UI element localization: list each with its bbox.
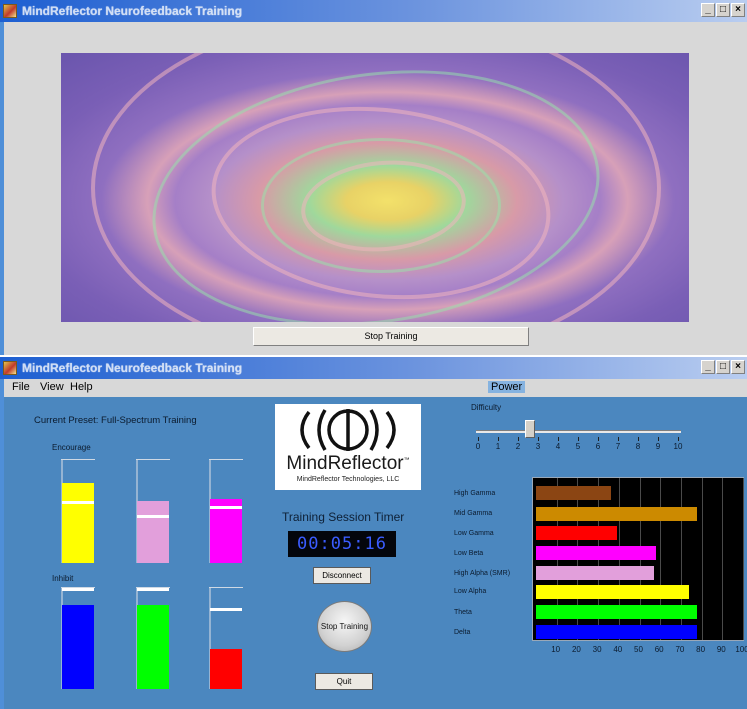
difficulty-slider-thumb[interactable] [525,420,535,438]
chart-bar [536,605,698,619]
window-title: MindReflector Neurofeedback Training [22,361,243,375]
timer-label: Training Session Timer [282,510,405,524]
disconnect-button[interactable]: Disconnect [313,567,371,584]
difficulty-tick-label: 9 [655,442,661,451]
band-power-chart [532,477,744,641]
chart-bar [536,566,654,580]
logo-company: MindReflector Technologies, LLC [296,476,400,483]
difficulty-tick-label: 2 [515,442,521,451]
close-icon[interactable]: × [731,3,745,17]
chart-bar [536,585,690,599]
neurofeedback-visual [61,53,689,322]
difficulty-tick-label: 0 [475,442,481,451]
chart-category-label: Low Alpha [454,588,487,595]
control-panel: Current Preset: Full-Spectrum Training E… [4,397,747,709]
chart-x-tick-label: 10 [551,645,561,654]
chart-bar [536,546,657,560]
chart-x-tick-label: 40 [613,645,623,654]
difficulty-tick [658,437,659,441]
chart-category-label: Low Gamma [454,530,494,537]
mindreflector-logo: MindReflector™ MindReflector Technologie… [275,404,421,490]
visual-window-titlebar[interactable]: MindReflector Neurofeedback Training _ □… [0,0,747,22]
encourage-label: Encourage [52,443,91,452]
current-preset: Current Preset: Full-Spectrum Training [34,415,197,426]
difficulty-slider-track[interactable] [476,430,681,433]
inhibit-meter [61,587,95,689]
chart-grid-line [743,478,744,640]
difficulty-tick [578,437,579,441]
chart-grid-line [701,478,703,640]
chart-grid-line [680,478,682,640]
difficulty-tick-label: 4 [555,442,561,451]
difficulty-tick [498,437,499,441]
encourage-meter [61,459,95,563]
menu-bar: File View Help Power [4,379,747,416]
difficulty-tick [558,437,559,441]
chart-x-tick-label: 70 [675,645,685,654]
encourage-meter [209,459,243,563]
difficulty-tick-label: 6 [595,442,601,451]
difficulty-tick [638,437,639,441]
difficulty-tick-label: 10 [673,442,683,451]
menu-file[interactable]: File [12,381,30,393]
maximize-icon[interactable]: □ [716,3,730,17]
chart-grid-line [660,478,662,640]
difficulty-tick-label: 8 [635,442,641,451]
power-label: Power [488,381,526,393]
stop-training-button[interactable]: Stop Training [253,327,529,346]
minimize-icon[interactable]: _ [701,360,715,374]
window-title: MindReflector Neurofeedback Training [22,4,243,18]
difficulty-tick-label: 1 [495,442,501,451]
chart-bar [536,486,611,500]
chart-bar [536,625,698,639]
inhibit-meter [136,587,170,689]
chart-category-label: High Gamma [454,490,496,497]
chart-x-tick-label: 50 [634,645,643,654]
difficulty-tick [678,437,679,441]
chart-category-label: Mid Gamma [454,510,493,517]
control-window: MindReflector Neurofeedback Training _ □… [0,357,747,709]
control-window-titlebar[interactable]: MindReflector Neurofeedback Training _ □… [0,357,747,379]
maximize-icon[interactable]: □ [716,360,730,374]
inhibit-label: Inhibit [52,574,74,583]
chart-grid-line [722,478,724,640]
logo-name: MindReflector™ [286,453,410,474]
difficulty-tick [518,437,519,441]
minimize-icon[interactable]: _ [701,3,715,17]
difficulty-tick-label: 7 [615,442,621,451]
quit-button[interactable]: Quit [315,673,373,690]
difficulty-tick [598,437,599,441]
app-icon [3,361,17,375]
encourage-meter [136,459,170,563]
chart-x-tick-label: 90 [716,645,726,654]
chart-x-tick-label: 100 [735,645,747,654]
chart-x-tick-label: 20 [571,645,581,654]
chart-category-label: Delta [454,629,471,636]
stop-training-button[interactable]: Stop Training [317,601,372,652]
chart-bar [536,526,617,540]
difficulty-tick [478,437,479,441]
menu-help[interactable]: Help [70,381,93,393]
app-icon [3,4,17,18]
difficulty-label: Difficulty [471,403,502,412]
difficulty-tick [538,437,539,441]
logo-mark-icon [300,409,396,451]
difficulty-tick [618,437,619,441]
difficulty-tick-label: 3 [535,442,541,451]
visual-window: MindReflector Neurofeedback Training _ □… [0,0,747,355]
chart-x-tick-label: 80 [696,645,706,654]
session-timer: 00:05:16 [288,531,396,557]
close-icon[interactable]: × [731,360,745,374]
chart-category-label: Low Beta [454,550,484,557]
chart-category-label: High Alpha (SMR) [454,570,511,577]
chart-x-tick-label: 60 [654,645,664,654]
chart-category-label: Theta [454,609,472,616]
chart-bar [536,507,698,521]
chart-x-tick-label: 30 [592,645,602,654]
difficulty-tick-label: 5 [575,442,581,451]
menu-view[interactable]: View [40,381,64,393]
inhibit-meter [209,587,243,689]
